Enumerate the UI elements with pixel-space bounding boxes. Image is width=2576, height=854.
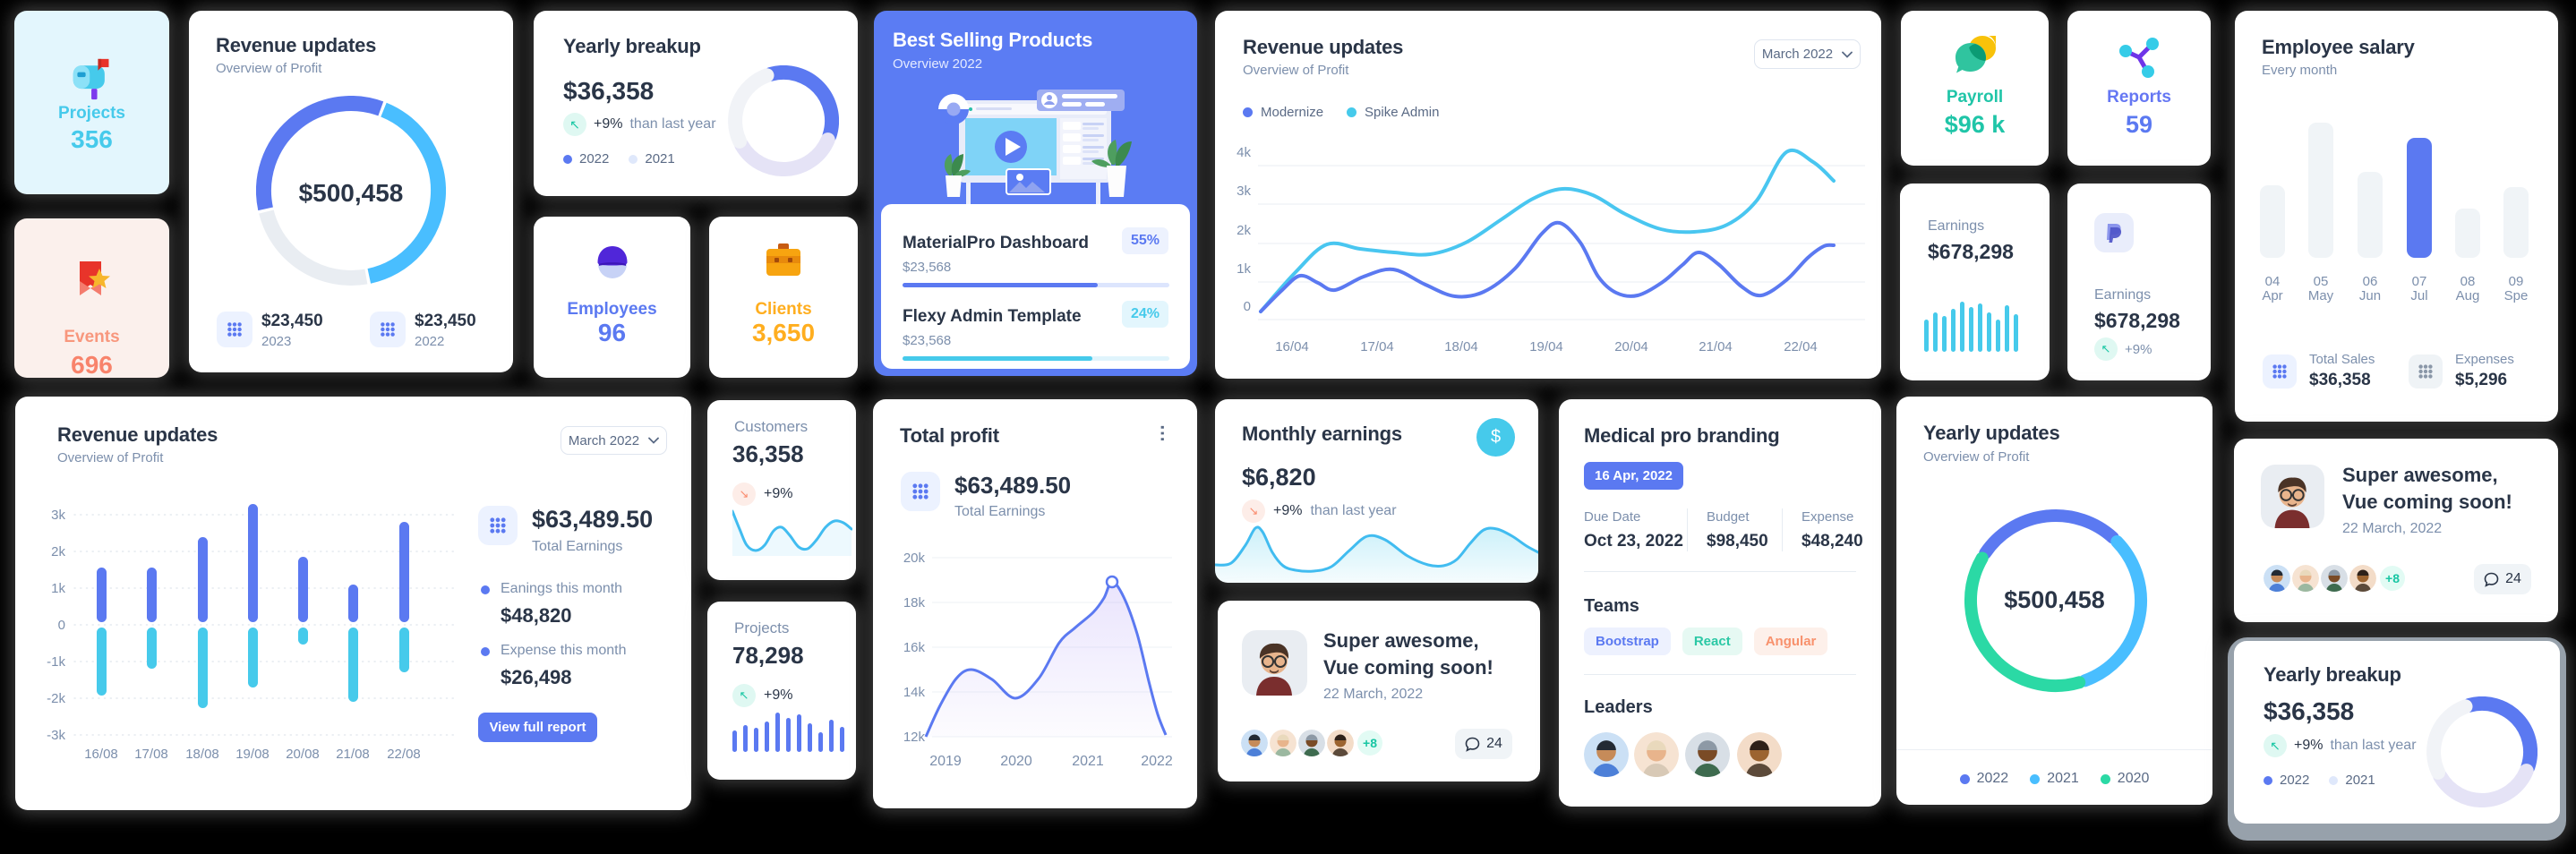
svg-text:Aug: Aug [2456, 288, 2480, 303]
svg-text:05: 05 [2314, 274, 2329, 289]
svg-text:20/08: 20/08 [286, 747, 320, 762]
svg-text:04: 04 [2265, 274, 2281, 289]
svg-text:2019: 2019 [929, 754, 962, 769]
svg-text:-3k: -3k [47, 728, 65, 743]
svg-text:20k: 20k [903, 551, 926, 566]
svg-text:2k: 2k [1237, 223, 1251, 238]
svg-text:1k: 1k [51, 581, 65, 596]
svg-text:Apr: Apr [2262, 288, 2282, 303]
svg-text:2020: 2020 [1000, 754, 1032, 769]
svg-text:18/04: 18/04 [1444, 339, 1478, 354]
svg-text:3k: 3k [1237, 184, 1251, 199]
svg-text:21/08: 21/08 [336, 747, 370, 762]
svg-text:4k: 4k [1237, 145, 1251, 160]
svg-text:May: May [2308, 288, 2334, 303]
svg-text:06: 06 [2363, 274, 2378, 289]
svg-text:19/08: 19/08 [235, 747, 270, 762]
svg-text:22/04: 22/04 [1784, 339, 1818, 354]
svg-text:16/04: 16/04 [1275, 339, 1309, 354]
svg-text:0: 0 [58, 618, 65, 633]
svg-text:Spe: Spe [2504, 288, 2529, 303]
svg-text:16/08: 16/08 [84, 747, 118, 762]
svg-text:22/08: 22/08 [387, 747, 421, 762]
svg-text:08: 08 [2460, 274, 2476, 289]
svg-text:Jun: Jun [2359, 288, 2381, 303]
svg-text:19/04: 19/04 [1529, 339, 1563, 354]
svg-text:18/08: 18/08 [185, 747, 219, 762]
svg-text:Jul: Jul [2410, 288, 2427, 303]
svg-text:12k: 12k [903, 730, 926, 745]
svg-text:2021: 2021 [1072, 754, 1104, 769]
svg-text:17/08: 17/08 [134, 747, 168, 762]
svg-text:21/04: 21/04 [1699, 339, 1733, 354]
svg-text:16k: 16k [903, 640, 926, 655]
svg-text:09: 09 [2509, 274, 2524, 289]
svg-text:2k: 2k [51, 544, 65, 559]
svg-text:14k: 14k [903, 685, 926, 700]
svg-text:07: 07 [2412, 274, 2427, 289]
svg-text:0: 0 [1244, 299, 1251, 314]
svg-text:2022: 2022 [1141, 754, 1173, 769]
svg-text:3k: 3k [51, 508, 65, 523]
svg-text:20/04: 20/04 [1614, 339, 1648, 354]
svg-text:-2k: -2k [47, 691, 65, 706]
svg-text:-1k: -1k [47, 654, 65, 670]
svg-text:17/04: 17/04 [1360, 339, 1394, 354]
svg-text:1k: 1k [1237, 261, 1251, 277]
svg-text:18k: 18k [903, 595, 926, 611]
